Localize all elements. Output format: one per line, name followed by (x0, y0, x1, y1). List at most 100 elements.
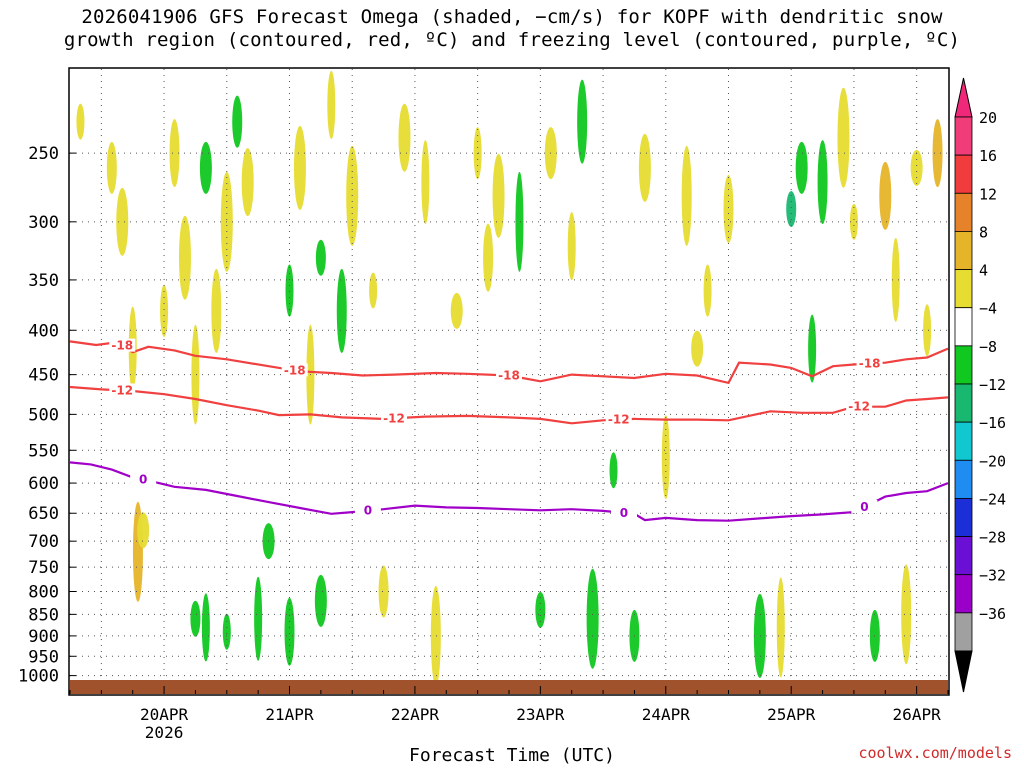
omega-cell (169, 119, 180, 188)
omega-cell (776, 577, 785, 678)
omega-cell (116, 187, 129, 256)
y-tick-label: 700 (28, 532, 59, 552)
credit-link[interactable]: coolwx.com/models (858, 744, 1012, 762)
omega-cell (795, 141, 808, 194)
x-axis-title: Forecast Time (UTC) (409, 745, 615, 766)
colorbar-label: −28 (979, 529, 1006, 547)
contour-label: -18 (498, 368, 520, 382)
y-tick-label: 950 (28, 647, 59, 667)
chart-title: 2026041906 GFS Forecast Omega (shaded, −… (0, 6, 1024, 52)
omega-cell (263, 196, 274, 297)
omega-cell (515, 171, 524, 272)
y-tick-label: 650 (28, 504, 59, 524)
omega-cell (421, 140, 430, 225)
omega-cell (492, 153, 505, 238)
contour-label-bg (130, 472, 157, 486)
omega-cell (369, 272, 378, 309)
omega-cell (567, 212, 576, 281)
colorbar-under-triangle (954, 650, 973, 693)
omega-cell (837, 87, 850, 188)
contour-label: -18 (111, 339, 133, 353)
omega-cell (681, 145, 692, 246)
contour-label-bg (109, 338, 136, 352)
colorbar: 20 16 12 8 4 −4 −8 −12 −16 −20 −24 −28 −32 −36 (954, 77, 1006, 693)
omega-cell (106, 141, 117, 194)
y-tick-label: 450 (28, 366, 59, 386)
contour-label-bg (381, 411, 408, 425)
colorbar-label: −16 (979, 414, 1006, 432)
omega-cell (808, 314, 817, 383)
omega-cell (638, 133, 651, 202)
contour-label: -12 (383, 411, 405, 425)
y-tick-label: 550 (28, 441, 59, 461)
x-tick-sublabel: 2026 (145, 723, 184, 742)
y-tick-label: 400 (28, 321, 59, 341)
contour-label-bg (109, 383, 136, 397)
omega-cell (910, 149, 923, 186)
y-tick-label: 750 (28, 558, 59, 578)
y-tick-label: 1000 (18, 667, 59, 687)
omega-cell (753, 593, 766, 678)
omega-cell (314, 574, 327, 627)
x-tick-label: 22APR (391, 705, 440, 724)
contour-label: 0 (139, 473, 147, 487)
colorbar-label: 8 (979, 223, 988, 241)
omega-cell (901, 564, 912, 665)
omega-cell (336, 268, 347, 353)
contour-label: 0 (364, 504, 372, 518)
omega-cell (430, 585, 441, 686)
omega-cell (201, 593, 210, 662)
omega-cell (450, 292, 463, 329)
colorbar-label: −4 (979, 300, 997, 318)
y-tick-label: 900 (28, 627, 59, 647)
y-tick-label: 300 (28, 213, 59, 233)
omega-cell (661, 415, 670, 500)
colorbar-segment (954, 307, 973, 347)
omega-cell (923, 304, 932, 357)
omega-cell (137, 512, 150, 549)
colorbar-label: −20 (979, 452, 1006, 470)
omega-cell (160, 284, 169, 337)
omega-cell (891, 237, 900, 322)
contour-label-bg (354, 503, 381, 517)
colorbar-segment (954, 192, 973, 232)
omega-cell (199, 141, 212, 194)
contour-label: 0 (620, 506, 628, 520)
colorbar-label: 12 (979, 185, 997, 203)
colorbar-segment (954, 231, 973, 270)
colorbar-label: 4 (979, 262, 988, 280)
omega-cell (285, 264, 294, 317)
omega-cell (849, 203, 858, 240)
omega-cell (178, 215, 191, 300)
contour--18 (69, 340, 949, 385)
colorbar-segment (954, 536, 973, 576)
y-axis: 2503003504004505005506006507007508008509… (18, 144, 76, 687)
omega-cell (879, 161, 892, 230)
omega-cell (293, 125, 306, 210)
colorbar-segment (954, 498, 973, 537)
omega-cell (284, 597, 295, 666)
contour-label: -12 (848, 400, 870, 414)
omega-cell (211, 268, 222, 353)
colorbar-segment (954, 154, 973, 194)
omega-cell (483, 223, 494, 292)
omega-cell (191, 324, 200, 425)
omega-cell (398, 103, 411, 172)
contour-label: 0 (860, 500, 868, 514)
colorbar-label: −36 (979, 605, 1006, 623)
colorbar-label: 16 (979, 147, 997, 165)
omega-cell (786, 191, 797, 228)
x-tick-label: 26APR (893, 705, 942, 724)
x-tick-label: 23APR (516, 705, 565, 724)
x-tick-label: 25APR (767, 705, 816, 724)
x-tick-label: 21APR (265, 705, 314, 724)
omega-cell (241, 148, 254, 217)
omega-cell (222, 613, 231, 650)
omega-cell (378, 565, 389, 618)
contour-label: -18 (859, 357, 881, 371)
y-tick-label: 850 (28, 605, 59, 625)
omega-cell (817, 140, 828, 225)
contour-label-bg (281, 363, 308, 377)
